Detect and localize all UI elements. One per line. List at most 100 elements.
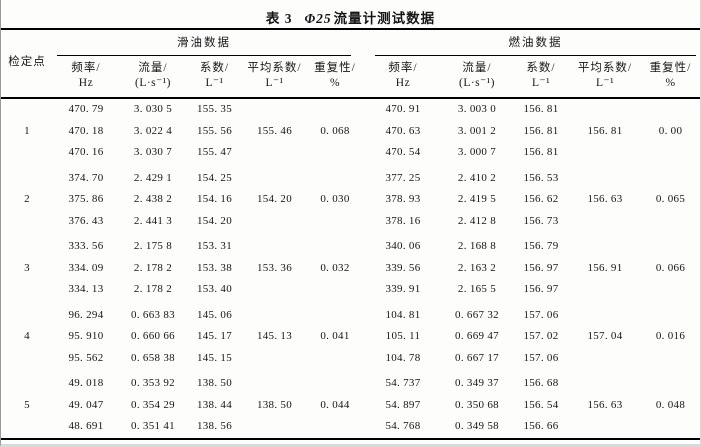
data-row-point-1-line-2: 1 470. 18 3. 022 4 155. 56 155. 46 0. 068 470.…	[1, 121, 700, 143]
cell-fuel-avg-coefficient	[571, 373, 639, 395]
cell-fuel-avg-coefficient	[571, 142, 639, 164]
data-row-point-5-line-2: 5 49. 047 0. 354 29 138. 44 138. 50 0. 044 54.…	[1, 395, 700, 417]
cell-lube-flow: 0. 351 41	[131, 420, 175, 432]
col-header-fuel-frequency: 频率/ Hz	[363, 56, 443, 99]
cell-lube-coefficient: 154. 20	[196, 214, 233, 227]
cell-lube-flow: 0. 353 92	[131, 377, 175, 389]
cell-lube-avg-coefficient	[242, 416, 307, 439]
cell-lube-frequency: 470. 16	[68, 146, 104, 158]
cell-lube-coefficient: 153. 40	[196, 283, 233, 295]
cell-lube-repeatability: 0. 032	[320, 261, 350, 274]
cell-lube-repeatability	[307, 279, 363, 301]
cell-fuel-avg-coefficient	[571, 168, 639, 190]
cell-lube-frequency: 470. 18	[68, 124, 104, 137]
cell-lube-repeatability: 0. 068	[320, 124, 350, 137]
cell-fuel-flow: 3. 001 2	[457, 124, 497, 137]
cell-fuel-frequency: 104. 78	[385, 351, 421, 364]
cell-fuel-flow: 2. 419 5	[457, 193, 497, 205]
cell-lube-frequency: 48. 691	[68, 420, 104, 432]
data-row-point-2-line-3: 376. 43 2. 441 3 154. 20 378. 16 2. 412 8 156…	[1, 211, 700, 233]
cell-lube-avg-coefficient	[242, 279, 307, 301]
cell-fuel-frequency: 470. 54	[385, 146, 421, 158]
cell-lube-frequency: 96. 294	[68, 308, 104, 321]
cell-fuel-frequency: 104. 81	[385, 308, 421, 321]
col-header-lube-flow: 流量/ (L·s⁻¹)	[119, 56, 187, 99]
cell-lube-avg-coefficient	[242, 373, 307, 395]
cell-fuel-avg-coefficient: 156. 91	[587, 261, 623, 274]
data-row-point-5-line-3: 48. 691 0. 351 41 138. 56 54. 768 0. 349 58 1…	[1, 416, 700, 439]
col-header-fuel-coefficient: 系数/ L⁻¹	[511, 56, 571, 99]
col-header-fuel-frequency-unit: Hz	[395, 77, 411, 89]
cell-lube-flow: 3. 030 7	[133, 146, 173, 158]
cell-calibration-point: 5	[24, 398, 30, 411]
cell-lube-frequency: 334. 13	[68, 283, 104, 295]
cell-calibration-point	[1, 211, 53, 233]
cell-fuel-frequency: 378. 93	[385, 193, 421, 205]
col-header-lube-repeatability-name: 重复性/	[314, 62, 356, 74]
cell-fuel-avg-coefficient: 156. 63	[587, 398, 623, 411]
cell-fuel-frequency: 105. 11	[385, 330, 421, 342]
cell-fuel-flow: 0. 349 58	[455, 420, 499, 432]
cell-fuel-flow: 2. 412 8	[457, 214, 497, 227]
cell-fuel-avg-coefficient	[571, 236, 639, 258]
cell-fuel-frequency: 470. 63	[385, 124, 421, 137]
cell-fuel-avg-coefficient	[571, 211, 639, 233]
cell-fuel-repeatability: 0. 066	[655, 261, 686, 274]
cell-lube-avg-coefficient	[242, 305, 307, 327]
col-header-fuel-repeatability-unit: %	[665, 77, 676, 89]
cell-fuel-avg-coefficient	[571, 348, 639, 370]
cell-fuel-flow: 0. 349 37	[455, 377, 499, 389]
cell-fuel-repeatability	[639, 142, 700, 164]
col-header-lube-avg-coefficient-unit: L⁻¹	[265, 77, 284, 89]
cell-fuel-frequency: 378. 16	[385, 214, 421, 227]
cell-fuel-coefficient: 157. 06	[523, 351, 559, 364]
col-header-fuel-coefficient-unit: L⁻¹	[531, 77, 551, 89]
cell-fuel-coefficient: 156. 68	[523, 377, 559, 389]
cell-fuel-coefficient: 157. 06	[523, 308, 559, 321]
group-header-fuel-oil: 燃油数据	[363, 29, 700, 56]
cell-fuel-flow: 2. 168 8	[457, 240, 497, 252]
cell-calibration-point	[1, 373, 53, 395]
cell-lube-frequency: 49. 018	[68, 377, 104, 389]
cell-lube-frequency: 375. 86	[68, 193, 104, 205]
cell-calibration-point: 1	[24, 124, 30, 137]
cell-fuel-coefficient: 156. 81	[523, 103, 559, 115]
cell-fuel-coefficient: 156. 73	[523, 214, 559, 227]
cell-fuel-frequency: 340. 06	[385, 240, 421, 252]
cell-lube-avg-coefficient: 154. 20	[256, 193, 293, 205]
cell-lube-repeatability: 0. 044	[320, 398, 350, 411]
cell-calibration-point: 4	[24, 330, 30, 342]
diameter-symbol: Φ25	[304, 11, 332, 26]
data-row-point-3-line-2: 3 334. 09 2. 178 2 153. 38 153. 36 0. 032 339.…	[1, 258, 700, 280]
table-number-label: 表 3	[265, 11, 293, 26]
cell-lube-coefficient: 145. 06	[196, 308, 233, 321]
cell-calibration-point: 3	[24, 261, 30, 274]
col-header-fuel-flow-name: 流量/	[462, 62, 492, 74]
cell-lube-repeatability	[307, 305, 363, 327]
cell-lube-flow: 3. 022 4	[133, 124, 173, 137]
cell-fuel-coefficient: 156. 81	[523, 124, 559, 137]
cell-lube-repeatability	[307, 373, 363, 395]
cell-fuel-flow: 2. 165 5	[457, 283, 497, 295]
col-header-fuel-avg-coefficient-unit: L⁻¹	[595, 77, 615, 89]
data-row-point-2-line-2: 2 375. 86 2. 438 2 154. 16 154. 20 0. 030 378.…	[1, 189, 700, 211]
cell-lube-flow: 0. 354 29	[131, 398, 175, 411]
cell-fuel-frequency: 54. 737	[385, 377, 421, 389]
cell-fuel-coefficient: 156. 53	[523, 171, 559, 184]
cell-fuel-frequency: 339. 56	[385, 261, 421, 274]
data-row-point-4-line-3: 95. 562 0. 658 38 145. 15 104. 78 0. 667 17 1…	[1, 348, 700, 370]
cell-lube-avg-coefficient	[242, 98, 307, 121]
column-header-row: 频率/ Hz 流量/ (L·s⁻¹) 系数/ L⁻¹ 平均系数/ L⁻¹ 重复性…	[1, 56, 700, 99]
table-title-text: 流量计测试数据	[333, 11, 436, 26]
cell-lube-repeatability	[307, 168, 363, 190]
cell-lube-repeatability	[307, 98, 363, 121]
col-header-fuel-repeatability: 重复性/ %	[639, 56, 700, 99]
cell-fuel-repeatability	[639, 416, 700, 439]
cell-fuel-avg-coefficient	[571, 279, 639, 301]
cell-lube-frequency: 374. 70	[68, 171, 104, 184]
cell-lube-avg-coefficient	[242, 211, 307, 233]
cell-lube-coefficient: 153. 38	[196, 261, 233, 274]
cell-lube-coefficient: 154. 25	[196, 171, 233, 184]
cell-lube-flow: 0. 660 66	[131, 330, 175, 342]
data-row-point-3-line-3: 334. 13 2. 178 2 153. 40 339. 91 2. 165 5 156…	[1, 279, 700, 301]
